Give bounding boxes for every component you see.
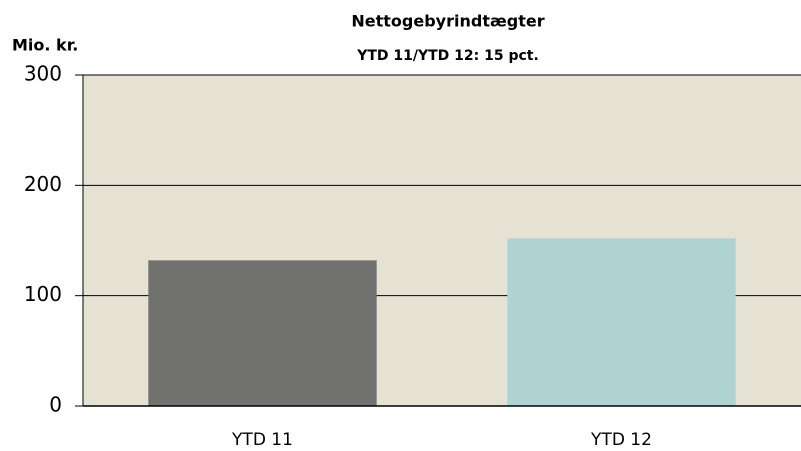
x-tick-label: YTD 12 — [590, 430, 652, 450]
x-tick-label: YTD 11 — [231, 430, 293, 450]
y-tick-label: 300 — [24, 62, 62, 86]
y-tick-label: 0 — [49, 393, 62, 417]
bar — [507, 238, 736, 406]
bar — [148, 260, 377, 406]
chart-title: Nettogebyrindtægter — [351, 12, 544, 31]
chart-subtitle: YTD 11/YTD 12: 15 pct. — [356, 48, 539, 64]
y-axis-label: Mio. kr. — [12, 36, 78, 55]
y-tick-label: 200 — [24, 172, 62, 196]
y-tick-label: 100 — [24, 282, 62, 306]
